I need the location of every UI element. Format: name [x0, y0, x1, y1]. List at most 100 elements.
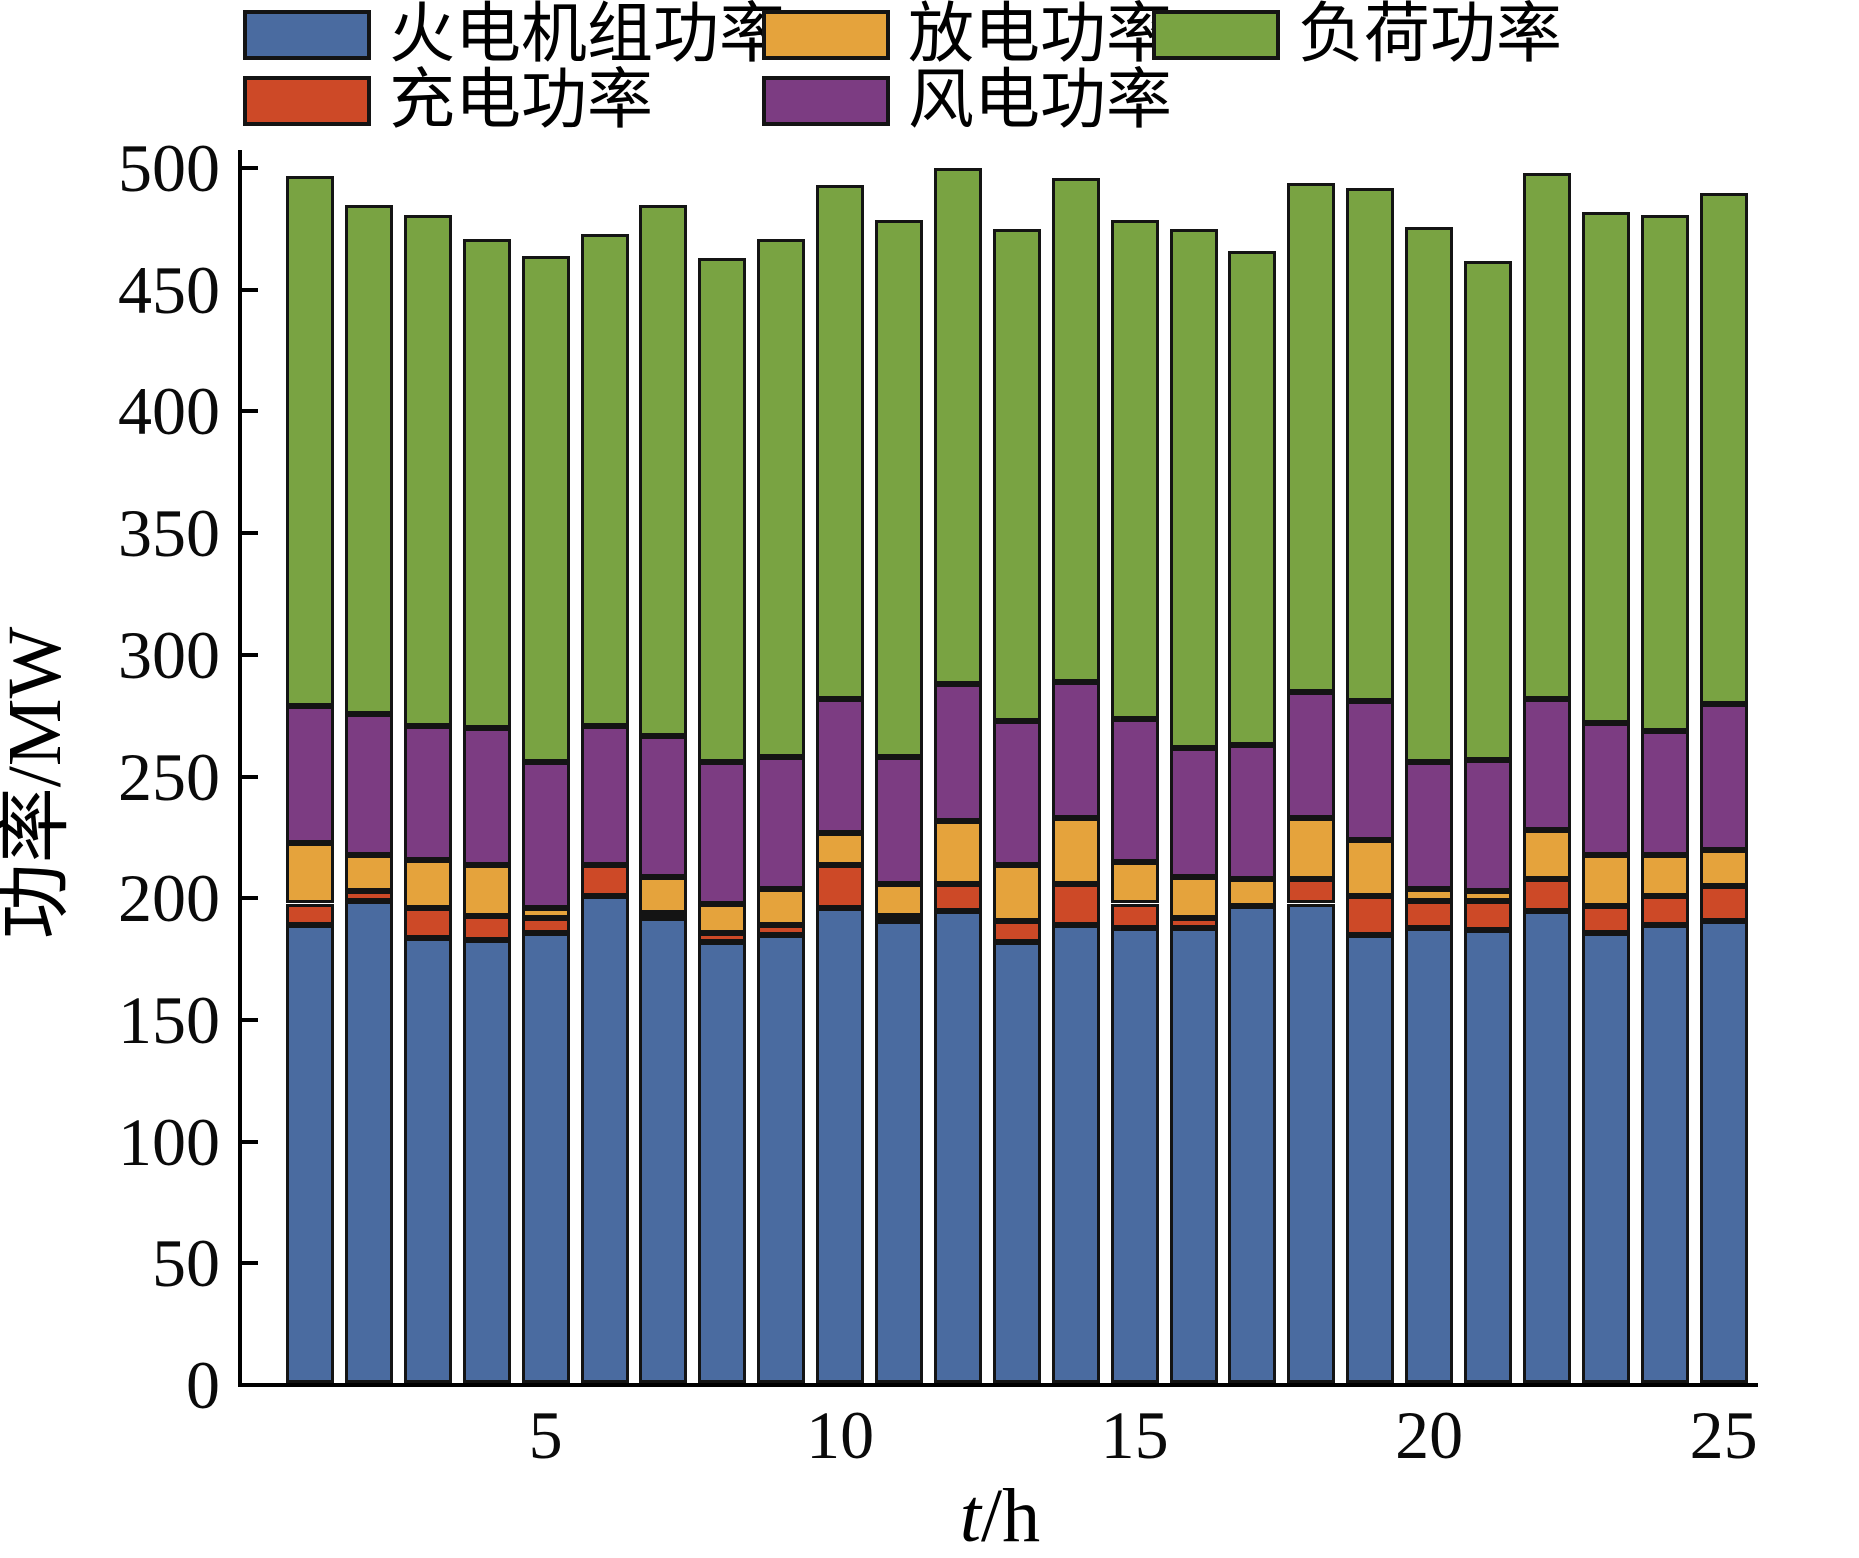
bar-t7-segment — [639, 918, 688, 1383]
y-tick-label: 0 — [186, 1347, 220, 1423]
bar-t4-segment — [462, 915, 511, 940]
bar-t2-segment — [344, 891, 393, 902]
y-tick-label: 500 — [118, 130, 220, 206]
bar-t22-segment — [1522, 699, 1571, 831]
x-axis-label: t/h — [900, 1478, 1100, 1554]
bar-t15-segment — [1110, 903, 1159, 928]
bar-t21-segment — [1464, 930, 1512, 1383]
bar-t24-segment — [1640, 214, 1689, 731]
bar-t9-segment — [757, 935, 806, 1383]
y-tick-label: 50 — [152, 1225, 220, 1302]
y-tick-label: 200 — [118, 860, 220, 937]
bar-t13-segment — [992, 920, 1041, 943]
legend-swatch — [1152, 10, 1280, 60]
x-tick-label: 25 — [1689, 1397, 1758, 1473]
bar-t14-segment — [1051, 682, 1100, 819]
bar-t15-segment — [1110, 927, 1159, 1383]
y-tick — [242, 896, 258, 901]
x-axis-label-variable: t — [959, 1474, 981, 1558]
bar-t19-segment — [1346, 701, 1395, 841]
bar-t21-segment — [1464, 891, 1512, 902]
bar-t14-segment — [1051, 818, 1100, 884]
bar-t14-segment — [1051, 884, 1100, 926]
y-tick-label: 300 — [118, 616, 220, 693]
bar-t6-segment — [580, 234, 629, 726]
bar-t24-segment — [1640, 896, 1689, 926]
bar-t14-segment — [1051, 178, 1100, 682]
bar-t18-segment — [1287, 879, 1336, 904]
bar-t12-segment — [933, 684, 982, 821]
y-tick — [242, 652, 258, 657]
bar-t17-segment — [1228, 745, 1277, 880]
y-tick — [242, 1139, 258, 1144]
bar-t8-segment — [698, 942, 747, 1383]
bar-t11-segment — [875, 884, 923, 916]
x-tick-label: 15 — [1100, 1397, 1169, 1473]
bar-t9-segment — [757, 239, 806, 758]
bar-t23-segment — [1581, 723, 1630, 855]
x-tick-label: 20 — [1395, 1397, 1464, 1473]
legend-swatch — [243, 10, 371, 60]
y-tick — [242, 287, 258, 292]
bar-t1-segment — [286, 706, 334, 843]
bar-t17-segment — [1228, 251, 1277, 746]
bar-t13-segment — [992, 864, 1041, 921]
y-tick-label: 450 — [118, 251, 220, 328]
bar-t11-segment — [875, 219, 923, 758]
bar-t6-segment — [580, 725, 629, 865]
bar-t15-segment — [1110, 219, 1159, 719]
bar-t4-segment — [462, 239, 511, 729]
bar-t24-segment — [1640, 730, 1689, 855]
legend-swatch — [762, 10, 890, 60]
bar-t18-segment — [1287, 183, 1336, 692]
y-tick-label: 150 — [118, 981, 220, 1058]
bar-t8-segment — [698, 903, 747, 933]
bar-t7-segment — [639, 913, 688, 920]
x-axis-spine — [238, 1383, 1758, 1387]
bar-t21-segment — [1464, 759, 1512, 892]
y-tick — [242, 409, 258, 414]
y-tick-label: 400 — [118, 373, 220, 450]
bar-t3-segment — [403, 937, 452, 1383]
y-tick-label: 250 — [118, 738, 220, 815]
bar-t8-segment — [698, 258, 747, 763]
y-axis-label: 功率/MW — [0, 626, 77, 940]
bar-t3-segment — [403, 725, 452, 860]
bar-t2-segment — [344, 854, 393, 892]
bar-t16-segment — [1169, 918, 1218, 928]
y-tick — [242, 1017, 258, 1022]
bar-t20-segment — [1405, 762, 1454, 889]
bar-t15-segment — [1110, 718, 1159, 863]
bar-t5-segment — [521, 762, 570, 909]
bar-t3-segment — [403, 859, 452, 909]
bar-t13-segment — [992, 942, 1041, 1383]
bar-t10-segment — [816, 185, 865, 700]
bar-t16-segment — [1169, 229, 1218, 748]
bar-t21-segment — [1464, 260, 1512, 760]
y-axis-spine — [238, 150, 242, 1387]
bar-t2-segment — [344, 901, 393, 1383]
bar-t9-segment — [757, 757, 806, 889]
bar-t18-segment — [1287, 903, 1336, 1383]
bar-t17-segment — [1228, 879, 1277, 906]
bar-t5-segment — [521, 908, 570, 919]
legend-swatch — [762, 76, 890, 126]
bar-t6-segment — [580, 896, 629, 1383]
bar-t16-segment — [1169, 876, 1218, 919]
bar-t1-segment — [286, 175, 334, 707]
bar-t5-segment — [521, 256, 570, 763]
bar-t12-segment — [933, 884, 982, 911]
y-tick-label: 100 — [118, 1103, 220, 1180]
bar-t2-segment — [344, 204, 393, 714]
bar-t18-segment — [1287, 691, 1336, 819]
bar-t11-segment — [875, 915, 923, 922]
legend-label: 风电功率 — [908, 64, 1172, 137]
bar-t1-segment — [286, 842, 334, 904]
legend-swatch — [243, 76, 371, 126]
bar-t22-segment — [1522, 879, 1571, 911]
bar-t1-segment — [286, 903, 334, 926]
y-tick — [242, 531, 258, 536]
bar-t25-segment — [1699, 849, 1748, 887]
bar-t11-segment — [875, 920, 923, 1383]
